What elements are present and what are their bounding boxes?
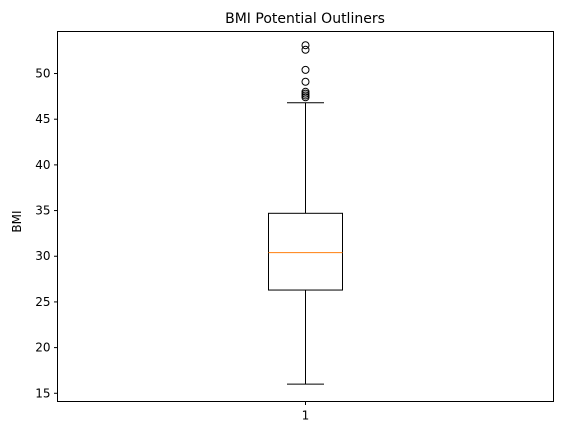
y-tick-label: 40	[35, 158, 50, 172]
outlier-point	[301, 41, 310, 50]
y-tick-label: 25	[35, 295, 50, 309]
outlier-point	[301, 65, 310, 74]
box-1	[268, 41, 343, 385]
y-axis-ticks: 15 20 25 30 35 40 45 50	[35, 67, 58, 400]
outlier-point	[301, 77, 310, 86]
y-tick-label: 35	[35, 204, 50, 218]
iqr-box	[268, 212, 343, 291]
y-tick-label: 50	[35, 67, 50, 81]
chart-title: BMI Potential Outliners	[225, 11, 385, 27]
x-tick-label: 1	[302, 409, 310, 423]
y-tick-label: 30	[35, 249, 50, 263]
y-tick-label: 20	[35, 341, 50, 355]
plot-frame	[57, 31, 554, 402]
y-axis-label: BMI	[10, 210, 24, 232]
x-axis-ticks: 1	[302, 401, 310, 423]
y-tick-label: 15	[35, 386, 50, 400]
outlier-point	[301, 45, 310, 54]
box-series	[268, 41, 343, 385]
outlier-point	[301, 87, 310, 96]
y-tick-label: 45	[35, 112, 50, 126]
